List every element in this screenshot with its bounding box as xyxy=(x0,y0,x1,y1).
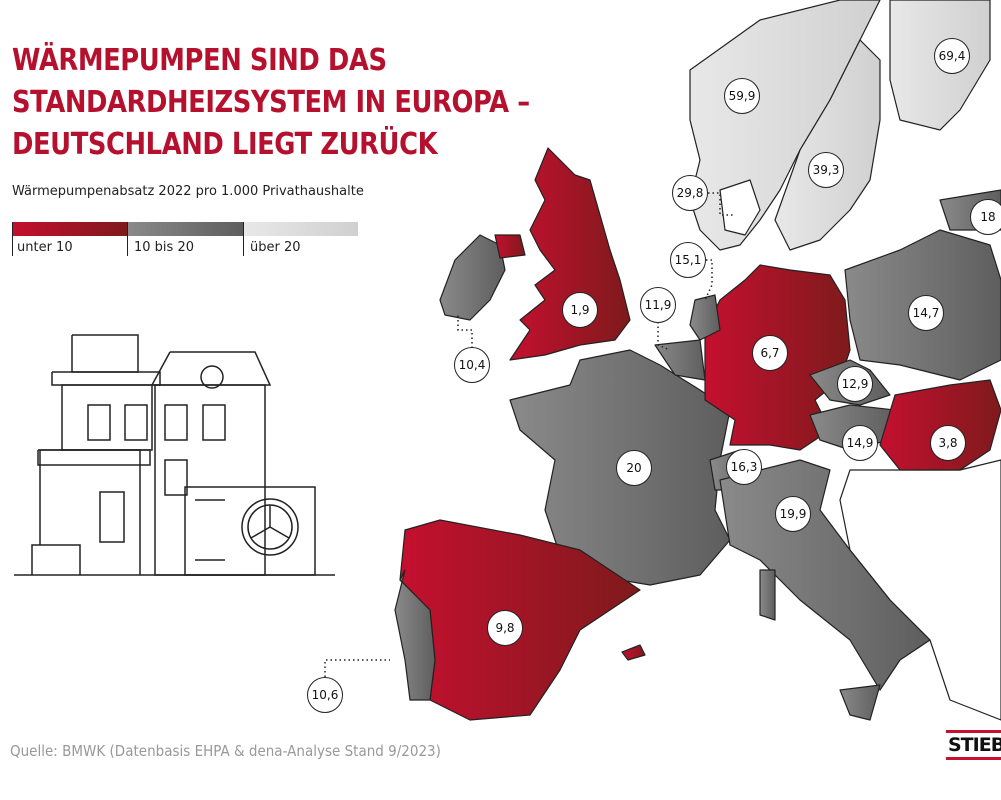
country-belgium xyxy=(654,339,706,381)
value-poland: 14,7 xyxy=(908,295,944,331)
value-czechia: 12,9 xyxy=(837,366,873,402)
legend-swatch-gray xyxy=(127,222,243,236)
stiebel-logo: STIEB xyxy=(946,730,1001,760)
value-sweden: 39,3 xyxy=(808,152,844,188)
title-line-2: STANDARDHEIZSYSTEM IN EUROPA – xyxy=(12,85,530,120)
value-denmark: 29,8 xyxy=(672,175,708,211)
value-uk: 1,9 xyxy=(562,292,598,328)
country-netherlands xyxy=(689,294,721,341)
country-ireland xyxy=(439,234,506,321)
value-netherlands: 15,1 xyxy=(670,242,706,278)
page-title: WÄRMEPUMPEN SIND DAS STANDARDHEIZSYSTEM … xyxy=(12,40,530,166)
value-finland: 69,4 xyxy=(934,38,970,74)
subtitle: Wärmepumpenabsatz 2022 pro 1.000 Privath… xyxy=(12,184,364,199)
country-sicily xyxy=(839,684,881,721)
value-france: 20 xyxy=(616,450,652,486)
leader-lines xyxy=(324,192,735,677)
legend-label-mid: 10 bis 20 xyxy=(134,240,194,255)
legend-swatch-light xyxy=(243,222,358,236)
value-estonia: 18 xyxy=(970,199,1001,235)
country-northern-ireland xyxy=(494,234,526,259)
value-portugal: 10,6 xyxy=(307,677,343,713)
country-hungary xyxy=(879,379,1001,471)
legend-swatch-red xyxy=(12,222,127,236)
legend-label-high: über 20 xyxy=(250,240,301,255)
country-sweden xyxy=(774,39,881,251)
title-line-3: DEUTSCHLAND LIEGT ZURÜCK xyxy=(12,127,438,162)
value-hungary: 3,8 xyxy=(930,425,966,461)
country-balearics xyxy=(621,644,646,661)
value-austria: 14,9 xyxy=(842,425,878,461)
country-uk xyxy=(509,147,631,361)
source-note: Quelle: BMWK (Datenbasis EHPA & dena-Ana… xyxy=(10,742,441,760)
value-belgium: 11,9 xyxy=(640,287,676,323)
title-line-1: WÄRMEPUMPEN SIND DAS xyxy=(12,43,387,78)
value-italy: 19,9 xyxy=(775,496,811,532)
value-switzerland: 16,3 xyxy=(726,449,762,485)
country-portugal xyxy=(394,569,436,701)
house-with-heat-pump-illustration xyxy=(14,334,335,576)
value-germany: 6,7 xyxy=(752,335,788,371)
value-norway: 59,9 xyxy=(724,78,760,114)
value-spain: 9,8 xyxy=(487,610,523,646)
legend-label-low: unter 10 xyxy=(17,240,73,255)
country-denmark xyxy=(719,179,761,236)
country-sardinia xyxy=(759,569,776,621)
legend: unter 10 10 bis 20 über 20 xyxy=(12,222,358,256)
value-ireland: 10,4 xyxy=(454,347,490,383)
